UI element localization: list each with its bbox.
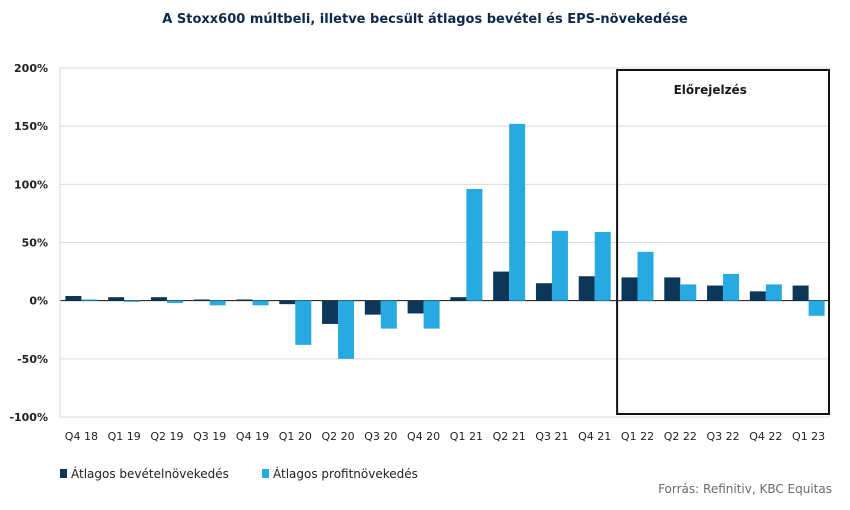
bar-profit-q3-20 — [380, 300, 397, 329]
x-tick-label: Q2 22 — [664, 430, 697, 443]
chart-title: A Stoxx600 múltbeli, illetve becsült átl… — [162, 12, 688, 27]
source-note: Forrás: Refinitiv, KBC Equitas — [658, 482, 832, 496]
x-tick-label: Q4 19 — [236, 430, 269, 443]
x-axis: Q4 18 Q1 19 Q2 19 Q3 19 Q4 19 Q1 20 Q2 20 Q3 20… — [65, 430, 825, 443]
forecast-box — [616, 69, 830, 415]
forecast-label: Előrejelzés — [674, 83, 747, 97]
x-tick-label: Q4 21 — [578, 430, 611, 443]
bar-revenue-q1-19 — [108, 297, 125, 301]
bar-revenue-q2-20 — [322, 300, 339, 324]
x-tick-label: Q3 20 — [364, 430, 397, 443]
y-axis: -100% -50% 0% 50% 100% 150% 200% — [9, 62, 48, 424]
x-tick-label: Q4 20 — [407, 430, 440, 443]
x-tick-label: Q1 19 — [108, 430, 141, 443]
bar-revenue-q4-21 — [578, 276, 595, 301]
x-tick-label: Q1 22 — [621, 430, 654, 443]
bar-revenue-q1-21 — [450, 297, 467, 301]
legend-swatch-profit — [262, 469, 269, 478]
y-tick-label: 200% — [14, 62, 48, 75]
bar-revenue-q3-21 — [535, 283, 552, 301]
bar-revenue-q4-19 — [236, 299, 253, 301]
legend-label-revenue: Átlagos bevételnövekedés — [71, 466, 229, 481]
legend: Átlagos bevételnövekedés Átlagos profitn… — [60, 466, 418, 481]
x-tick-label: Q2 21 — [493, 430, 526, 443]
bar-profit-q1-19 — [124, 300, 141, 302]
x-tick-label: Q1 23 — [792, 430, 825, 443]
x-tick-label: Q1 20 — [279, 430, 312, 443]
bar-revenue-q1-20 — [279, 300, 296, 305]
bar-revenue-q4-22 — [749, 291, 766, 301]
bar-profit-q4-19 — [252, 300, 269, 306]
bar-profit-q3-22 — [723, 273, 740, 301]
bar-profit-q2-22 — [680, 284, 697, 301]
bar-profit-q3-21 — [551, 230, 568, 301]
bar-profit-q2-19 — [166, 300, 183, 303]
bar-revenue-q2-19 — [150, 297, 167, 301]
bar-revenue-q4-20 — [407, 300, 424, 314]
bar-revenue-q3-20 — [364, 300, 381, 315]
bars — [65, 123, 825, 359]
x-tick-label: Q2 20 — [321, 430, 354, 443]
bar-revenue-q3-19 — [193, 299, 210, 301]
bar-profit-q4-18 — [81, 299, 98, 301]
x-tick-label: Q3 21 — [535, 430, 568, 443]
y-tick-label: -100% — [9, 411, 48, 424]
bar-profit-q3-19 — [209, 300, 226, 306]
bar-profit-q4-20 — [423, 300, 440, 329]
bar-revenue-q1-22 — [621, 277, 638, 301]
bar-profit-q1-20 — [295, 300, 312, 345]
y-tick-label: 50% — [22, 237, 48, 250]
x-tick-label: Q4 18 — [65, 430, 98, 443]
legend-swatch-revenue — [60, 469, 67, 478]
grid — [59, 67, 830, 418]
bar-profit-q1-23 — [808, 300, 825, 316]
bar-revenue-q4-18 — [65, 296, 82, 301]
x-tick-label: Q3 19 — [193, 430, 226, 443]
y-tick-label: -50% — [17, 353, 48, 366]
bar-profit-q4-22 — [765, 284, 782, 301]
x-tick-label: Q4 22 — [749, 430, 782, 443]
bar-profit-q1-22 — [637, 251, 654, 301]
x-tick-label: Q2 19 — [150, 430, 183, 443]
x-tick-label: Q3 22 — [706, 430, 739, 443]
bar-profit-q2-20 — [338, 300, 355, 359]
y-tick-label: 0% — [29, 295, 48, 308]
bar-revenue-q3-22 — [707, 285, 724, 301]
bar-profit-q1-21 — [466, 188, 483, 301]
bar-profit-q4-21 — [594, 232, 611, 301]
bar-profit-q2-21 — [509, 123, 526, 301]
y-tick-label: 150% — [14, 120, 48, 133]
x-tick-label: Q1 21 — [450, 430, 483, 443]
bar-revenue-q2-21 — [493, 271, 510, 301]
y-tick-label: 100% — [14, 178, 48, 191]
bar-revenue-q2-22 — [664, 277, 681, 301]
bar-revenue-q1-23 — [792, 285, 809, 301]
legend-label-profit: Átlagos profitnövekedés — [273, 466, 418, 481]
